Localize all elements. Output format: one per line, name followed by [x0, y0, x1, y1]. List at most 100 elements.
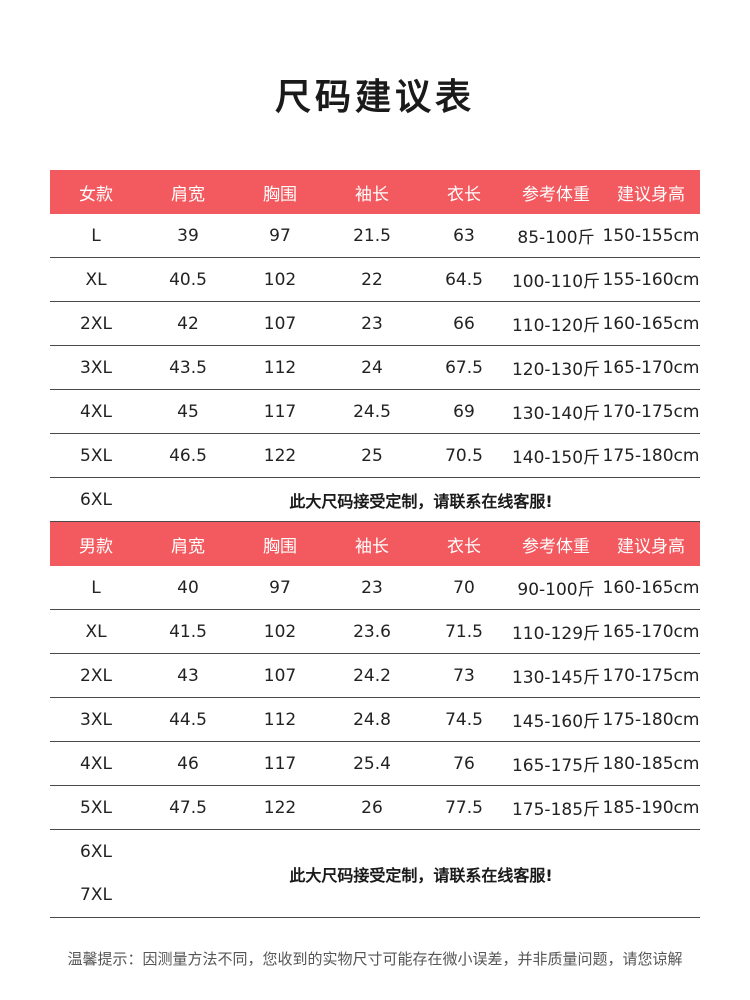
shoulder-cell: 42	[177, 313, 199, 334]
header-length: 衣长	[447, 536, 481, 557]
header-length: 衣长	[447, 184, 481, 205]
weight-cell: 165-175斤	[511, 756, 601, 776]
length-cell: 73	[453, 665, 475, 686]
weight-cell: 140-150斤	[511, 448, 601, 468]
custom-size-note: 此大尺码接受定制，请联系在线客服!	[289, 865, 553, 885]
table-row: L 40 97 23 70 90-100斤 160-165cm	[50, 566, 700, 610]
sleeve-cell: 24.8	[353, 709, 391, 730]
women-size-table: 女款 肩宽 胸围 袖长 衣长 参考体重 建议身高 L 39 97 21.5 63…	[50, 170, 700, 522]
sleeve-cell: 26	[361, 797, 383, 818]
header-category: 女款	[79, 184, 113, 205]
size-cell: L	[91, 577, 101, 598]
shoulder-cell: 41.5	[169, 621, 207, 642]
height-cell: 170-175cm	[602, 401, 700, 422]
header-weight: 参考体重	[522, 536, 590, 557]
length-cell: 69	[453, 401, 475, 422]
height-cell: 175-180cm	[602, 445, 700, 466]
size-cell: XL	[85, 269, 107, 290]
size-cell: 5XL	[80, 797, 112, 818]
sleeve-cell: 21.5	[353, 225, 391, 246]
chest-cell: 107	[263, 665, 297, 686]
weight-cell: 90-100斤	[517, 580, 595, 600]
header-sleeve: 袖长	[355, 184, 389, 205]
length-cell: 64.5	[445, 269, 483, 290]
length-cell: 63	[453, 225, 475, 246]
chest-cell: 117	[263, 753, 297, 774]
length-cell: 71.5	[445, 621, 483, 642]
sleeve-cell: 24.5	[353, 401, 391, 422]
weight-cell: 130-140斤	[511, 404, 601, 424]
page-title: 尺码建议表	[274, 77, 475, 118]
custom-size-row: 6XL 此大尺码接受定制，请联系在线客服!	[50, 478, 700, 522]
size-cell: 4XL	[80, 753, 112, 774]
sleeve-cell: 22	[361, 269, 383, 290]
sleeve-cell: 24.2	[353, 665, 391, 686]
size-cell: 6XL	[80, 841, 112, 862]
weight-cell: 110-129斤	[511, 624, 601, 644]
custom-size-note: 此大尺码接受定制，请联系在线客服!	[289, 491, 553, 511]
chest-cell: 97	[269, 225, 291, 246]
header-category: 男款	[79, 536, 113, 557]
shoulder-cell: 47.5	[169, 797, 207, 818]
table-row: 4XL 45 117 24.5 69 130-140斤 170-175cm	[50, 390, 700, 434]
sleeve-cell: 25.4	[353, 753, 391, 774]
length-cell: 70.5	[445, 445, 483, 466]
chest-cell: 122	[263, 797, 297, 818]
table-row: XL 41.5 102 23.6 71.5 110-129斤 165-170cm	[50, 610, 700, 654]
header-chest: 胸围	[263, 184, 297, 205]
table-row: 3XL 43.5 112 24 67.5 120-130斤 165-170cm	[50, 346, 700, 390]
sleeve-cell: 23.6	[353, 621, 391, 642]
header-shoulder: 肩宽	[171, 184, 205, 205]
length-cell: 67.5	[445, 357, 483, 378]
shoulder-cell: 45	[177, 401, 199, 422]
shoulder-cell: 40.5	[169, 269, 207, 290]
size-cell-stack: 6XL 7XL	[50, 830, 142, 917]
table-row: 2XL 42 107 23 66 110-120斤 160-165cm	[50, 302, 700, 346]
height-cell: 165-170cm	[602, 357, 700, 378]
chest-cell: 112	[263, 709, 297, 730]
table-row: 3XL 44.5 112 24.8 74.5 145-160斤 175-180c…	[50, 698, 700, 742]
table-row: 5XL 47.5 122 26 77.5 175-185斤 185-190cm	[50, 786, 700, 830]
table-row: XL 40.5 102 22 64.5 100-110斤 155-160cm	[50, 258, 700, 302]
header-sleeve: 袖长	[355, 536, 389, 557]
size-cell: 2XL	[80, 665, 112, 686]
size-cell: 2XL	[80, 313, 112, 334]
sleeve-cell: 25	[361, 445, 383, 466]
women-table-header: 女款 肩宽 胸围 袖长 衣长 参考体重 建议身高	[50, 170, 700, 214]
size-cell: XL	[85, 621, 107, 642]
height-cell: 165-170cm	[602, 621, 700, 642]
footer-notice: 温馨提示：因测量方法不同，您收到的实物尺寸可能存在微小误差，并非质量问题，请您谅…	[67, 950, 683, 968]
chest-cell: 97	[269, 577, 291, 598]
size-cell: 3XL	[80, 709, 112, 730]
chest-cell: 122	[263, 445, 297, 466]
size-cell: 7XL	[80, 885, 112, 906]
men-size-table: 男款 肩宽 胸围 袖长 衣长 参考体重 建议身高 L 40 97 23 70 9…	[50, 522, 700, 918]
weight-cell: 175-185斤	[511, 800, 601, 820]
length-cell: 77.5	[445, 797, 483, 818]
height-cell: 180-185cm	[602, 753, 700, 774]
height-cell: 160-165cm	[602, 313, 700, 334]
size-cell: L	[91, 225, 101, 246]
header-shoulder: 肩宽	[171, 536, 205, 557]
table-row: L 39 97 21.5 63 85-100斤 150-155cm	[50, 214, 700, 258]
length-cell: 76	[453, 753, 475, 774]
table-row: 5XL 46.5 122 25 70.5 140-150斤 175-180cm	[50, 434, 700, 478]
height-cell: 155-160cm	[602, 269, 700, 290]
weight-cell: 85-100斤	[517, 228, 595, 248]
height-cell: 160-165cm	[602, 577, 700, 598]
custom-size-row: 6XL 7XL 此大尺码接受定制，请联系在线客服!	[50, 830, 700, 918]
header-chest: 胸围	[263, 536, 297, 557]
sleeve-cell: 23	[361, 577, 383, 598]
chest-cell: 102	[263, 621, 297, 642]
table-row: 4XL 46 117 25.4 76 165-175斤 180-185cm	[50, 742, 700, 786]
height-cell: 150-155cm	[602, 225, 700, 246]
weight-cell: 130-145斤	[511, 668, 601, 688]
weight-cell: 110-120斤	[511, 316, 601, 336]
size-cell: 4XL	[80, 401, 112, 422]
shoulder-cell: 40	[177, 577, 199, 598]
chest-cell: 107	[263, 313, 297, 334]
size-cell: 5XL	[80, 445, 112, 466]
weight-cell: 145-160斤	[511, 712, 601, 732]
shoulder-cell: 46	[177, 753, 199, 774]
header-weight: 参考体重	[522, 184, 590, 205]
